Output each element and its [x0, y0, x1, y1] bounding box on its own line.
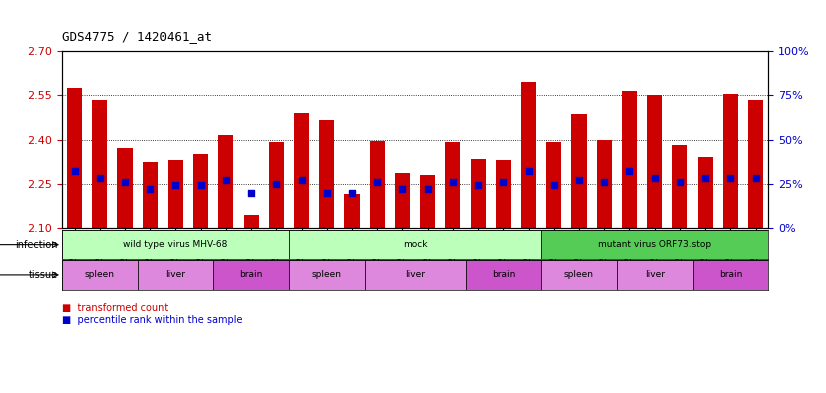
Point	[144, 186, 157, 192]
Point	[648, 175, 662, 182]
Bar	[364, 260, 466, 290]
Point	[345, 189, 358, 196]
Text: ■  transformed count: ■ transformed count	[62, 303, 169, 313]
Bar	[67, 88, 82, 228]
Bar	[723, 94, 738, 228]
Bar	[692, 260, 768, 290]
Bar	[193, 154, 208, 228]
Point	[572, 177, 586, 184]
Bar	[319, 120, 335, 228]
Point	[244, 189, 258, 196]
Bar	[596, 140, 612, 228]
Text: brain: brain	[719, 270, 742, 279]
Point	[547, 182, 560, 189]
Bar	[496, 160, 511, 228]
Bar	[289, 230, 541, 259]
Point	[396, 186, 409, 192]
Bar	[617, 260, 692, 290]
Bar	[218, 135, 234, 228]
Bar	[93, 100, 107, 228]
Bar	[138, 260, 213, 290]
Point	[169, 182, 182, 189]
Point	[371, 179, 384, 185]
Text: mutant virus ORF73.stop: mutant virus ORF73.stop	[598, 240, 711, 249]
Point	[421, 186, 434, 192]
Bar	[117, 149, 132, 228]
Text: liver: liver	[165, 270, 186, 279]
Bar	[294, 113, 309, 228]
Point	[623, 168, 636, 174]
Bar	[395, 173, 410, 228]
Bar	[143, 162, 158, 228]
Point	[446, 179, 459, 185]
Text: tissue: tissue	[29, 270, 58, 280]
Bar	[647, 95, 662, 228]
Bar	[244, 215, 259, 228]
Point	[68, 168, 81, 174]
Bar	[697, 157, 713, 228]
Point	[522, 168, 535, 174]
Point	[320, 189, 334, 196]
Point	[219, 177, 232, 184]
Text: wild type virus MHV-68: wild type virus MHV-68	[123, 240, 228, 249]
Bar	[521, 82, 536, 228]
Bar	[748, 100, 763, 228]
Bar	[471, 159, 486, 228]
Point	[598, 179, 611, 185]
Text: mock: mock	[403, 240, 427, 249]
Bar	[268, 143, 284, 228]
Bar	[572, 114, 586, 228]
Point	[749, 175, 762, 182]
Point	[270, 181, 283, 187]
Text: liver: liver	[405, 270, 425, 279]
Text: brain: brain	[240, 270, 263, 279]
Text: brain: brain	[491, 270, 515, 279]
Text: ■  percentile rank within the sample: ■ percentile rank within the sample	[62, 315, 243, 325]
Point	[472, 182, 485, 189]
Text: spleen: spleen	[85, 270, 115, 279]
Bar	[213, 260, 289, 290]
Text: GDS4775 / 1420461_at: GDS4775 / 1420461_at	[62, 30, 212, 43]
Text: infection: infection	[16, 240, 58, 250]
Text: spleen: spleen	[564, 270, 594, 279]
Text: liver: liver	[644, 270, 665, 279]
Bar	[168, 160, 183, 228]
Bar	[672, 145, 687, 228]
Bar	[546, 143, 562, 228]
Bar	[445, 143, 460, 228]
Bar	[466, 260, 541, 290]
Bar	[420, 175, 435, 228]
Point	[194, 182, 207, 189]
Bar	[541, 230, 768, 259]
Point	[673, 179, 686, 185]
Point	[496, 179, 510, 185]
Bar	[62, 260, 138, 290]
Bar	[622, 91, 637, 228]
Bar	[62, 230, 289, 259]
Point	[724, 175, 737, 182]
Bar	[370, 141, 385, 228]
Point	[295, 177, 308, 184]
Bar	[344, 194, 359, 228]
Point	[699, 175, 712, 182]
Bar	[289, 260, 364, 290]
Point	[118, 179, 131, 185]
Bar	[541, 260, 617, 290]
Text: spleen: spleen	[311, 270, 342, 279]
Point	[93, 175, 107, 182]
